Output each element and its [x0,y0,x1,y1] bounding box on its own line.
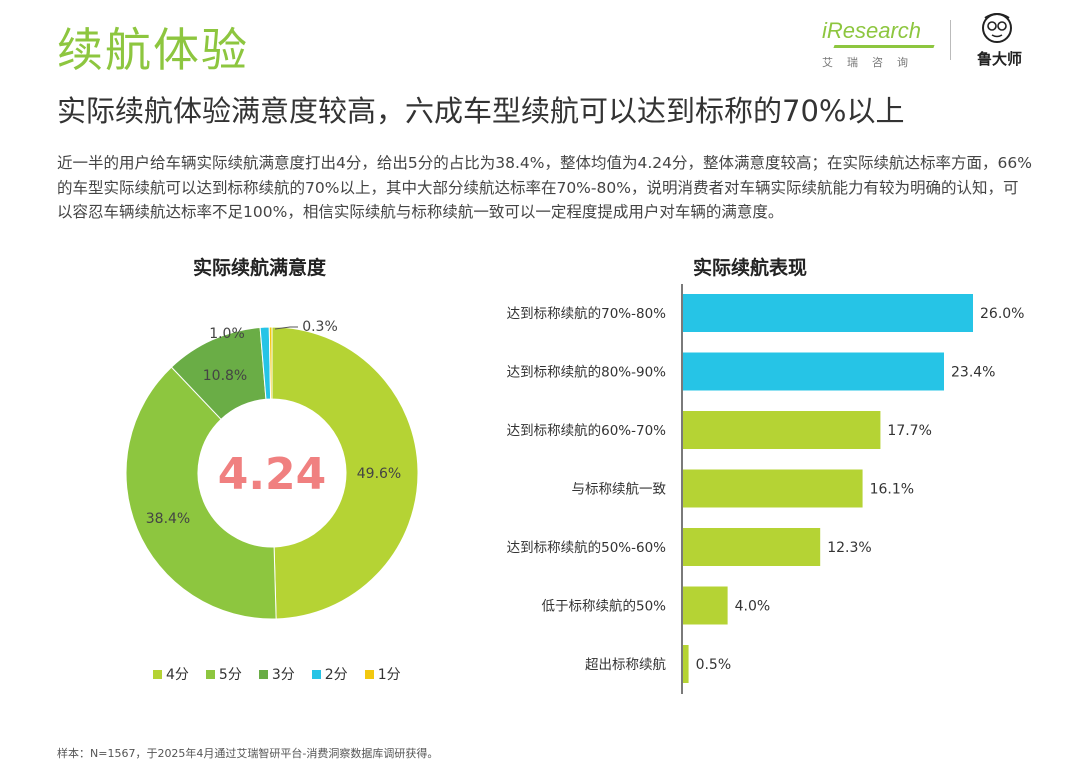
bar-value-label: 23.4% [951,365,995,381]
legend-label: 2分 [324,667,348,683]
bar-category-label: 达到标称续航的80%-90% [507,365,667,381]
donut-slice [125,366,277,620]
legend-swatch [258,669,268,679]
legend-swatch [153,669,162,679]
legend-item: 1分 [364,664,401,684]
leader-line [274,326,298,330]
legend-item: 5分 [205,664,242,684]
ludashi-logo-text: 鲁大师 [977,50,1023,68]
bar-category-label: 达到标称续航的50%-60% [507,540,667,556]
bar-value-label: 12.3% [827,540,871,556]
iresearch-logo-bar [833,45,935,48]
bar-category-label: 与标称续航一致 [572,482,667,498]
bar-value-label: 17.7% [887,423,931,439]
bar [683,645,689,683]
ludashi-logo: 鲁大师 [975,10,1035,68]
legend-swatch [364,669,374,679]
satisfaction-donut-chart: 49.6% 38.4% 10.8% 1.0% 0.3% 4.24 [125,319,419,620]
ludashi-face-icon [982,13,1012,43]
bar [683,294,973,332]
range-performance-bar-chart: 达到标称续航的70%-80% 26.0% 达到标称续航的80%-90% 23.4% 达到… [507,284,1024,694]
donut-slice-label: 0.3% [302,319,338,335]
bar-value-label: 16.1% [870,482,914,498]
donut-slice [268,326,273,400]
donut-slice [271,326,419,620]
donut-slice-label: 10.8% [203,368,247,384]
iresearch-logo-text: iResearch [822,18,922,43]
donut-slice-label: 38.4% [146,511,190,527]
bar-value-label: 0.5% [696,657,732,673]
donut-slice-label: 1.0% [209,326,245,342]
page-subtitle: 实际续航体验满意度较高，六成车型续航可以达到标称的70%以上 [57,94,905,128]
page-title: 续航体验 [57,23,249,77]
legend-label: 1分 [377,667,401,683]
legend-label: 4分 [166,667,189,683]
bar [683,528,821,566]
iresearch-logo: iResearch 艾瑞咨询 [822,18,937,72]
donut-slice-label: 49.6% [357,466,401,482]
legend-swatch [205,669,215,679]
iresearch-logo-cn: 艾瑞咨询 [822,56,922,69]
legend-swatch [311,669,321,679]
legend-item: 3分 [258,664,295,684]
description-paragraph: 近一半的用户给车辆实际续航满意度打出4分，给出5分的占比为38.4%，整体均值为… [57,154,1032,221]
bar-category-label: 超出标称续航 [585,657,666,673]
logo-divider [950,20,951,60]
legend-label: 3分 [271,667,295,683]
bar [683,586,728,625]
bar-value-label: 4.0% [735,599,771,615]
donut-legend: 4分 5分 3分 2分 1分 [153,664,401,684]
donut-chart-title: 实际续航满意度 [193,257,327,279]
bar-category-label: 达到标称续航的60%-70% [507,423,667,439]
bar-chart-title: 实际续航表现 [693,257,808,279]
bar [683,352,944,391]
bar-category-label: 低于标称续航的50% [541,599,666,615]
bar-value-label: 26.0% [980,306,1024,322]
donut-center-value: 4.24 [218,449,327,500]
bar-category-label: 达到标称续航的70%-80% [507,306,667,322]
legend-label: 5分 [218,667,242,683]
legend-item: 4分 [153,664,189,684]
bar [683,411,881,449]
footer-note: 样本：N=1567，于2025年4月通过艾瑞智研平台-消费洞察数据库调研获得。 [57,747,439,760]
legend-item: 2分 [311,664,348,684]
bar [683,469,863,508]
